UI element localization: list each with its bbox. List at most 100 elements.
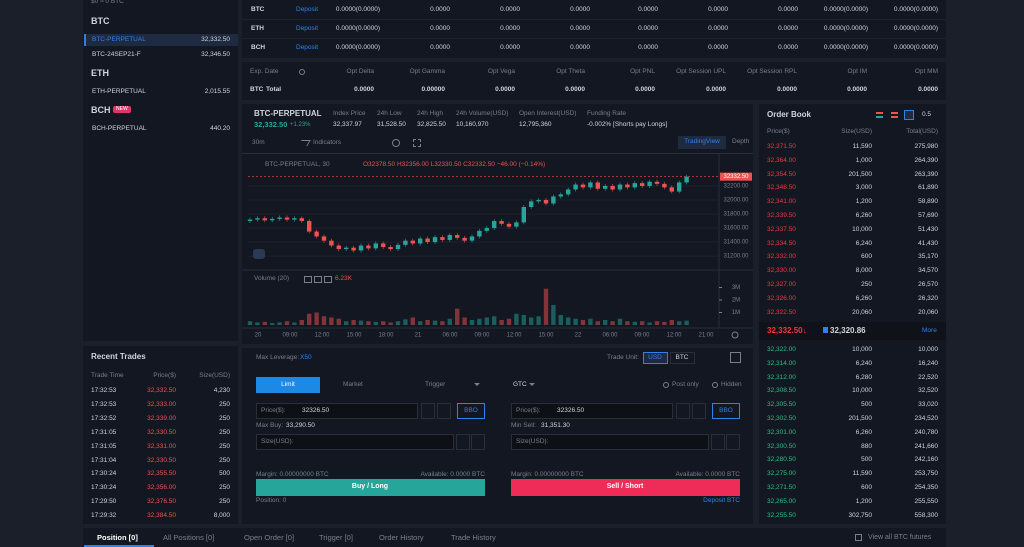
trade-size: 500 (219, 470, 230, 478)
sell-button[interactable] (511, 479, 740, 496)
bbo[interactable]: BBO (719, 407, 733, 414)
book-price[interactable]: 32,348.50 (767, 184, 796, 192)
tab[interactable]: Trigger [0] (319, 533, 353, 542)
size-input[interactable] (256, 434, 454, 450)
plus-button[interactable] (726, 434, 740, 450)
radio[interactable] (712, 382, 718, 388)
balance-value: 0.0000(0.0000) (893, 6, 938, 13)
volume-bar (418, 321, 423, 325)
step-select[interactable]: 0.5 (922, 111, 932, 118)
margin: Margin: 0.00000000 BTC (256, 471, 329, 478)
plus-button[interactable] (437, 403, 451, 419)
book-price[interactable]: 32,275.00 (767, 470, 796, 478)
layout-icon[interactable] (891, 112, 898, 118)
minus-button[interactable] (421, 403, 435, 419)
minus-button[interactable] (676, 403, 690, 419)
market-name[interactable]: BTC-24SEP21-F (92, 51, 141, 58)
flag[interactable]: Hidden (721, 381, 742, 388)
book-price[interactable]: 32,305.50 (767, 401, 796, 409)
book-price[interactable]: 32,280.50 (767, 456, 796, 464)
book-price[interactable]: 32,322.50 (767, 308, 796, 316)
checkbox[interactable] (855, 534, 862, 541)
buy-button[interactable] (256, 479, 485, 496)
deposit-link[interactable]: Deposit (296, 25, 319, 32)
book-price[interactable]: 32,364.00 (767, 156, 796, 164)
book-price[interactable]: 32,334.50 (767, 239, 796, 247)
order-type[interactable]: Trigger (425, 381, 446, 388)
book-price[interactable]: 32,327.00 (767, 281, 796, 288)
market-name[interactable]: BTC-PERPETUAL (92, 36, 146, 43)
unit[interactable]: USD (648, 354, 662, 361)
tab[interactable]: Open Order [0] (244, 533, 295, 542)
balance-value: 0.0000 (430, 25, 450, 32)
radio[interactable] (663, 382, 669, 388)
book-price[interactable]: 32,271.50 (767, 484, 796, 491)
limit-tab[interactable] (256, 377, 320, 393)
tab[interactable]: Order History (379, 533, 424, 542)
plus-button[interactable] (692, 403, 706, 419)
volume-bar (536, 316, 541, 325)
deposit-link[interactable]: Deposit BTC (703, 497, 740, 504)
book-price[interactable]: 32,308.50 (767, 387, 796, 395)
candle (632, 183, 637, 188)
bbo-button[interactable] (457, 403, 485, 419)
tradingview-tab[interactable] (678, 136, 726, 149)
price-input[interactable] (511, 403, 673, 419)
book-price[interactable]: 32,301.00 (767, 428, 796, 436)
minus-button[interactable] (711, 434, 725, 450)
tab[interactable]: Position [0] (97, 533, 138, 542)
unit-usd[interactable] (643, 352, 668, 364)
buy-label[interactable]: Buy / Long (351, 483, 389, 490)
book-price[interactable]: 32,314.00 (767, 359, 796, 367)
deposit-link[interactable]: Deposit (296, 6, 319, 13)
book-total: 58,890 (918, 198, 938, 206)
book-price[interactable]: 32,300.50 (767, 442, 796, 450)
leverage[interactable]: X50 (300, 354, 312, 361)
book-total: 41,430 (918, 239, 938, 247)
book-price[interactable]: 32,302.50 (767, 415, 796, 422)
book-price[interactable]: 32,265.00 (767, 497, 796, 505)
tab[interactable]: All Positions [0] (163, 533, 215, 542)
candle (388, 246, 393, 250)
book-price[interactable]: 32,337.50 (767, 225, 796, 233)
calc-icon[interactable] (730, 352, 741, 363)
book-price[interactable]: 32,341.00 (767, 198, 796, 206)
deposit-link[interactable]: Deposit (296, 44, 319, 51)
layout-icon[interactable] (876, 112, 883, 118)
layout-icon[interactable] (904, 110, 914, 120)
book-price[interactable]: 32,312.00 (767, 373, 796, 381)
book-price[interactable]: 32,322.00 (767, 346, 796, 353)
sell-label[interactable]: Sell / Short (606, 483, 644, 490)
plus-button[interactable] (471, 434, 485, 450)
book-price[interactable]: 32,354.50 (767, 170, 796, 178)
market-name[interactable]: BCH-PERPETUAL (92, 125, 147, 132)
size-input[interactable] (511, 434, 709, 450)
view-tab[interactable]: TradingView (684, 138, 720, 145)
bbo[interactable]: BBO (464, 407, 478, 414)
bbo-button[interactable] (712, 403, 740, 419)
tif-select[interactable]: GTC (513, 381, 527, 388)
x-tick-label: 09:00 (634, 333, 650, 339)
book-price[interactable]: 32,255.50 (767, 511, 796, 519)
minus-button[interactable] (456, 434, 470, 450)
interval[interactable]: 30m (252, 139, 265, 146)
y-tick-label: 2M (732, 298, 740, 304)
view-tab[interactable]: Depth (732, 138, 750, 145)
tab[interactable]: Trade History (451, 533, 496, 542)
indicators-button[interactable]: Indicators (313, 139, 342, 146)
order-type[interactable]: Limit (281, 381, 295, 388)
flag[interactable]: Post only (672, 381, 699, 388)
market-name[interactable]: ETH-PERPETUAL (92, 88, 146, 95)
more-link[interactable]: More (922, 327, 937, 334)
book-price[interactable]: 32,330.00 (767, 267, 796, 275)
price-input[interactable] (256, 403, 418, 419)
book-price[interactable]: 32,339.50 (767, 212, 796, 219)
book-price[interactable]: 32,326.00 (767, 294, 796, 302)
unit[interactable]: BTC (675, 354, 689, 361)
order-type[interactable]: Market (343, 381, 363, 388)
unit-btc[interactable] (670, 352, 695, 364)
volume-bar (403, 319, 408, 325)
view-all[interactable]: View all BTC futures (868, 534, 932, 541)
book-price[interactable]: 32,371.50 (767, 143, 796, 150)
book-price[interactable]: 32,332.00 (767, 253, 796, 261)
